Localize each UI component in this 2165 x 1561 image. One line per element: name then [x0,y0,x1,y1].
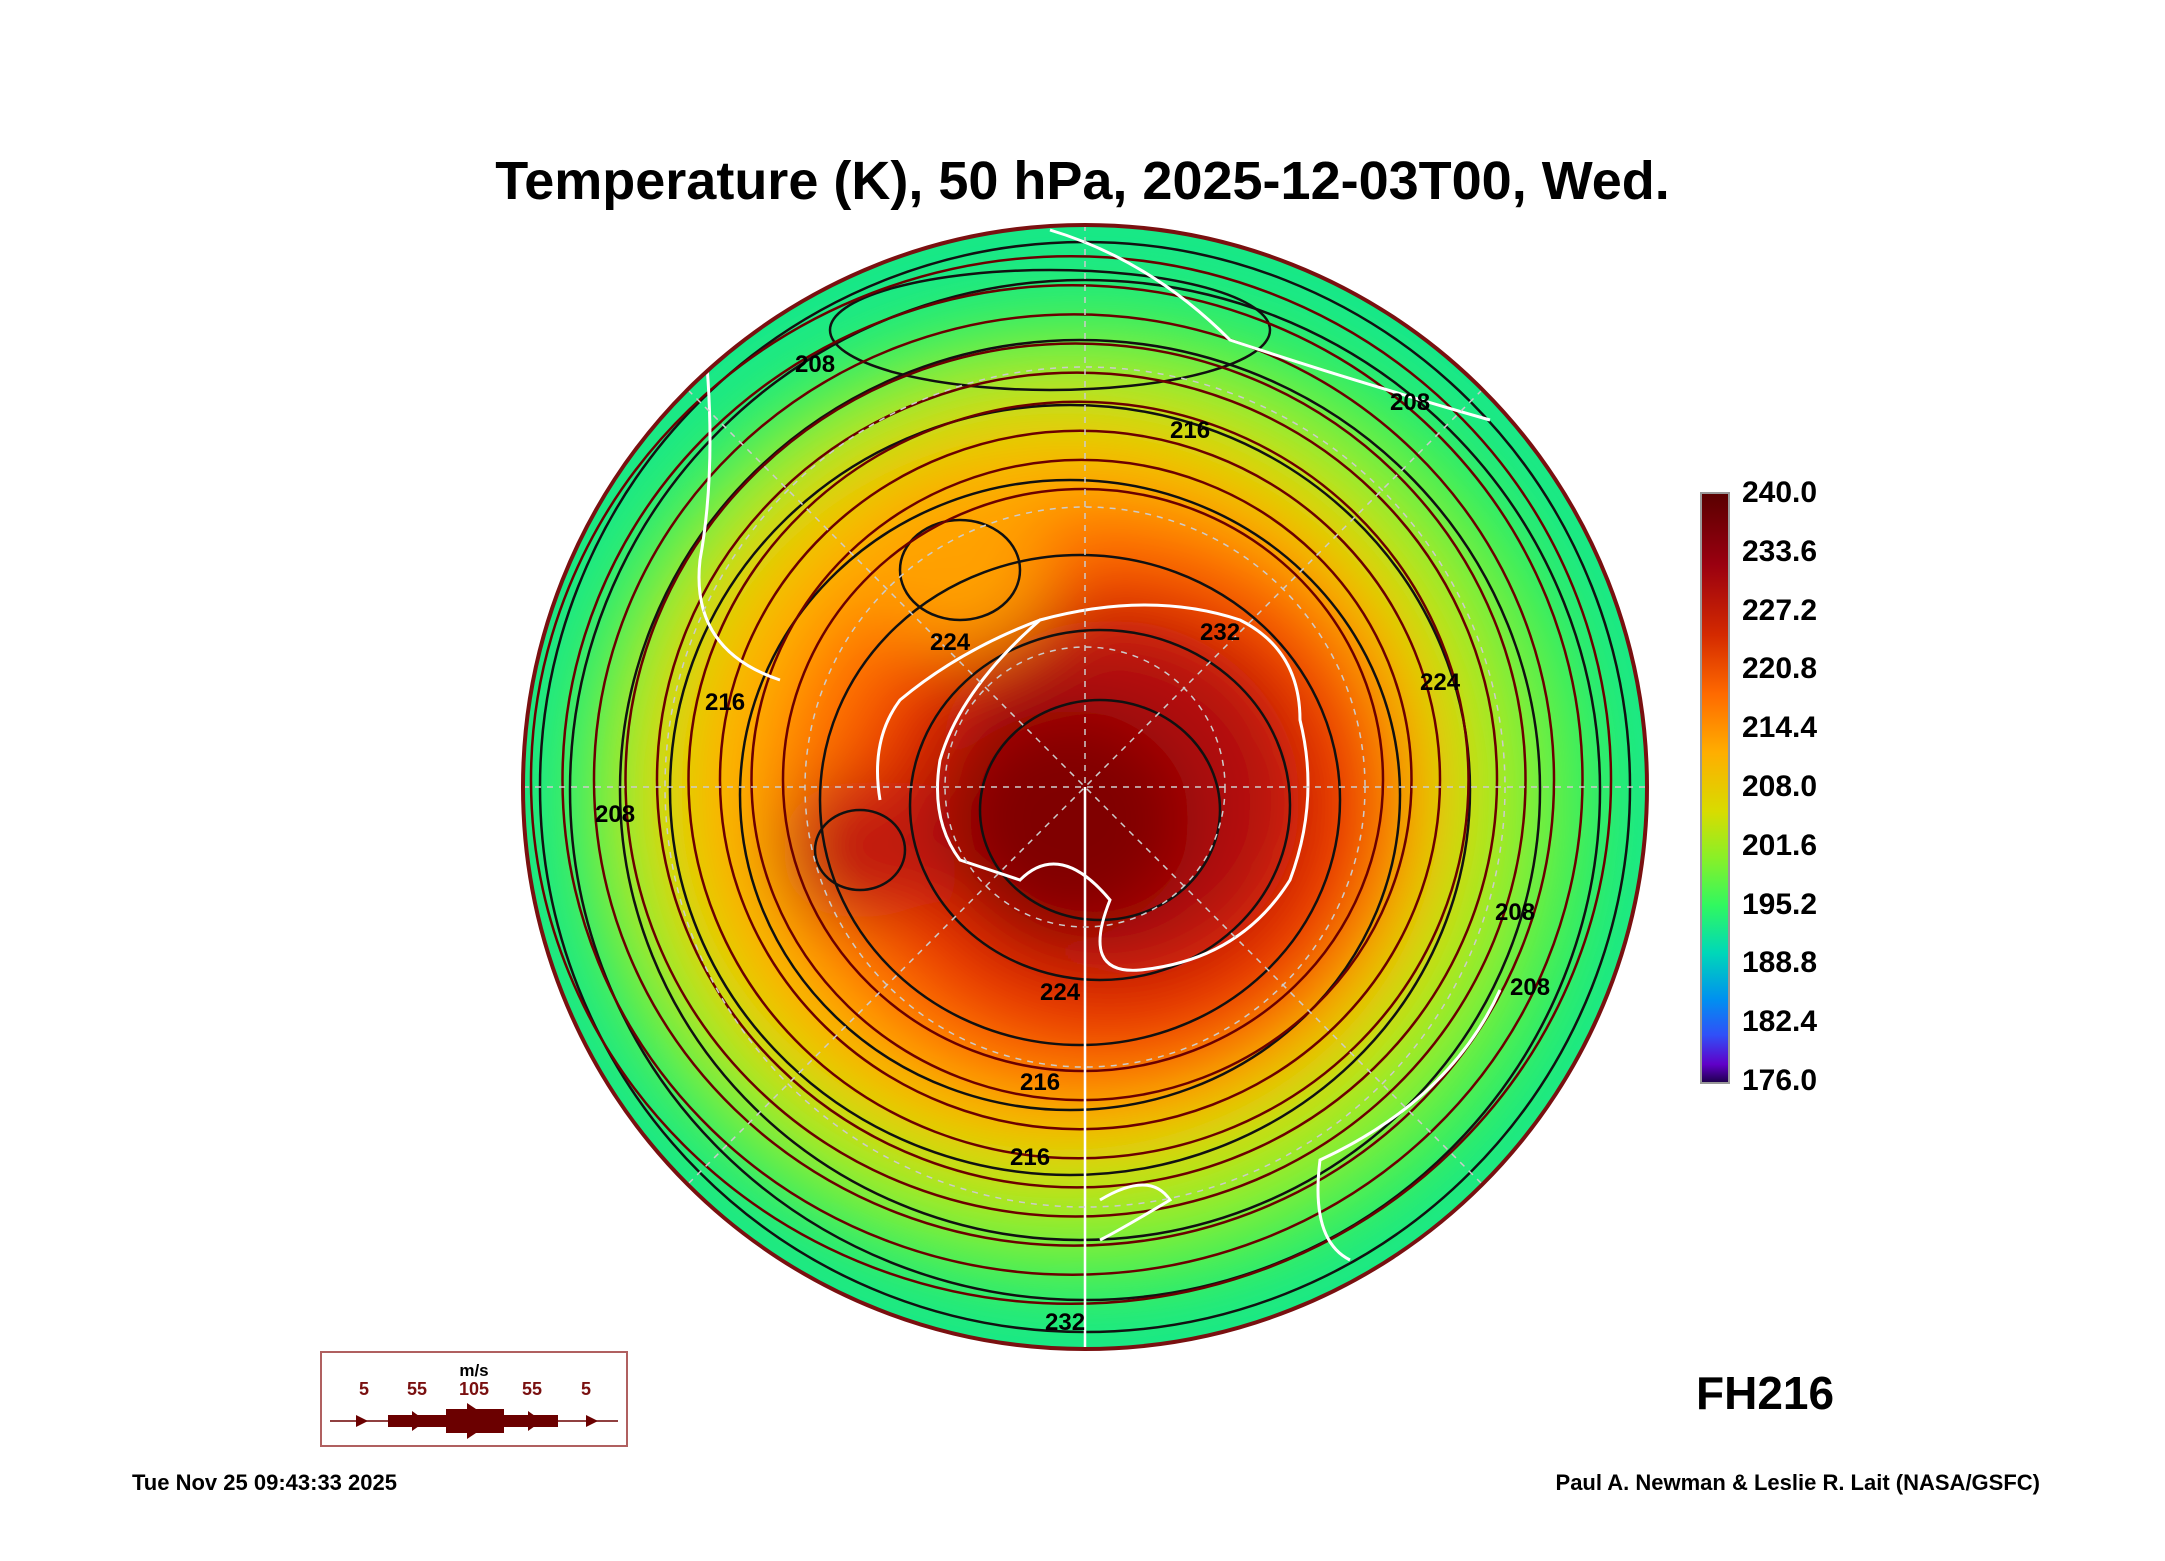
wind-label: 5 [358,1379,370,1399]
contour-line [978,698,1222,922]
contour-label: 208 [1495,899,1535,926]
streamline [655,371,1499,1189]
contour-label: 216 [705,689,745,716]
colorbar-tick-label: 220.8 [1742,652,1818,686]
contour-line [738,478,1402,1112]
colorbar-tick-label: 214.4 [1742,711,1818,745]
colorbar-tick-label: 208.0 [1742,770,1818,803]
streamline [561,284,1584,1276]
streamlines [529,254,1613,1306]
wind-arrow-scale [330,1403,618,1439]
colorbar-tick-label: 227.2 [1742,593,1818,627]
streamline [624,342,1527,1218]
contour-line [828,268,1272,392]
contour-line [668,403,1472,1177]
contour-label: 208 [795,351,835,378]
contour-label: 216 [1020,1069,1060,1096]
forecast-hour: FH216 [1696,1367,1835,1419]
graticule [523,225,1647,1208]
contour-line [618,338,1542,1242]
wind-label: 55 [406,1379,428,1399]
colorbar-tick-label: 240.0 [1742,476,1818,509]
wind-label: 5 [580,1379,592,1399]
timestamp: Tue Nov 25 09:43:33 2025 [132,1470,397,1495]
contour-line [813,808,907,892]
streamline [781,487,1385,1073]
streamline [687,400,1470,1160]
globe-border [521,223,1649,1351]
contour-line [818,553,1342,1047]
coastlines [697,228,1502,1349]
contour-labels: 208 208 216 208 216 224 224 232 224 216 216 208 208 2… [595,351,1550,1336]
wind-label: 55 [521,1379,543,1399]
colorbar-tick-label: 195.2 [1742,887,1818,921]
contour-label: 208 [1510,974,1550,1001]
contour-label: 224 [930,629,971,656]
contour-label: 232 [1045,1309,1085,1336]
contour-line [898,518,1022,622]
contour-label: 216 [1010,1144,1050,1171]
contour-label: 232 [1200,619,1240,646]
credit: Paul A. Newman & Leslie R. Lait (NASA/GS… [1555,1470,2040,1495]
wind-label: 105 [458,1379,490,1399]
streamline [750,458,1413,1102]
streamline [592,313,1556,1247]
contour-line [908,628,1292,982]
colorbar-tick-label: 201.6 [1742,828,1818,862]
contour-label: 208 [1390,389,1430,416]
contour-label: 224 [1420,669,1461,696]
temperature-field [523,225,1647,1349]
wind-speed-legend: m/s 5 55 105 55 5 [320,1351,628,1447]
contour-label: 208 [595,801,635,828]
colorbar-tick-label: 188.8 [1742,946,1818,980]
wind-unit: m/s [459,1361,489,1380]
colorbar-tick-label: 233.6 [1742,534,1818,568]
map-title: Temperature (K), 50 hPa, 2025-12-03T00, … [495,151,1670,211]
contour-label: 216 [1170,417,1210,444]
colorbar-tick-label: 182.4 [1742,1005,1818,1039]
streamline [529,254,1613,1306]
colorbar [1700,492,1730,1084]
contour-label: 224 [1040,979,1081,1006]
colorbar-tick-label: 176.0 [1742,1064,1818,1097]
streamline [718,429,1442,1131]
